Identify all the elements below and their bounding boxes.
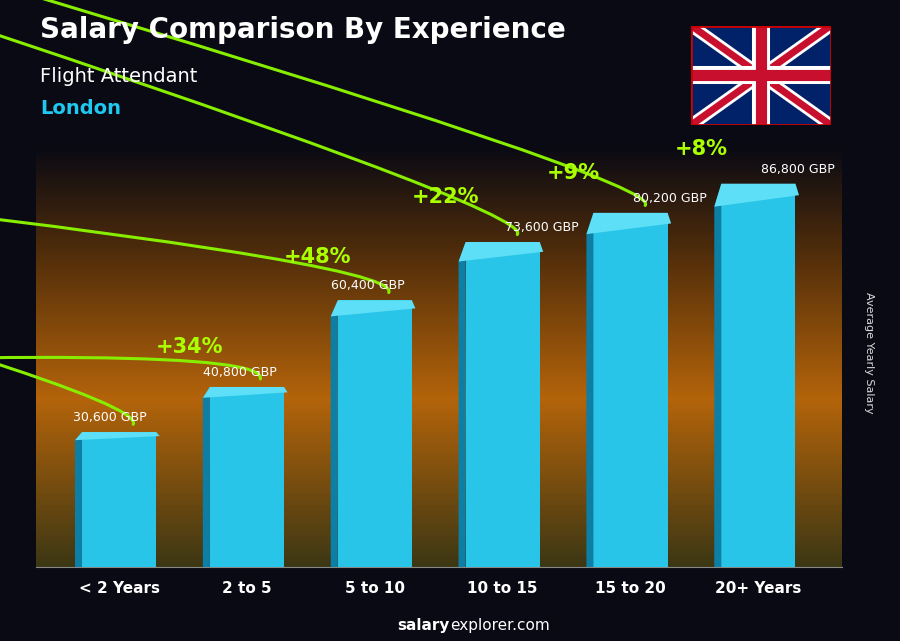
Polygon shape [202, 387, 288, 398]
Bar [721, 184, 796, 567]
Text: Salary Comparison By Experience: Salary Comparison By Experience [40, 16, 566, 44]
Text: explorer.com: explorer.com [450, 619, 550, 633]
Text: 80,200 GBP: 80,200 GBP [633, 192, 706, 205]
Text: +9%: +9% [546, 163, 599, 183]
Polygon shape [587, 213, 593, 567]
Polygon shape [587, 213, 671, 234]
Bar [210, 387, 284, 567]
Polygon shape [715, 184, 799, 206]
Text: +48%: +48% [284, 247, 351, 267]
Polygon shape [459, 242, 544, 262]
Polygon shape [75, 432, 82, 567]
Text: Flight Attendant: Flight Attendant [40, 67, 198, 87]
Text: +34%: +34% [156, 337, 223, 358]
Text: 73,600 GBP: 73,600 GBP [505, 221, 579, 234]
Text: London: London [40, 99, 122, 119]
Text: 60,400 GBP: 60,400 GBP [331, 279, 405, 292]
Bar [465, 242, 540, 567]
Polygon shape [715, 184, 721, 567]
Bar [338, 301, 412, 567]
Text: salary: salary [398, 619, 450, 633]
Text: Average Yearly Salary: Average Yearly Salary [863, 292, 874, 413]
Bar [82, 432, 157, 567]
Text: 40,800 GBP: 40,800 GBP [203, 366, 277, 379]
Polygon shape [459, 242, 465, 567]
Polygon shape [330, 301, 338, 567]
Text: +8%: +8% [674, 139, 727, 159]
Polygon shape [75, 432, 159, 440]
Bar [593, 213, 668, 567]
Text: 86,800 GBP: 86,800 GBP [760, 163, 834, 176]
Text: +22%: +22% [411, 187, 479, 207]
Text: 30,600 GBP: 30,600 GBP [73, 411, 147, 424]
Polygon shape [330, 301, 416, 317]
Polygon shape [202, 387, 210, 567]
